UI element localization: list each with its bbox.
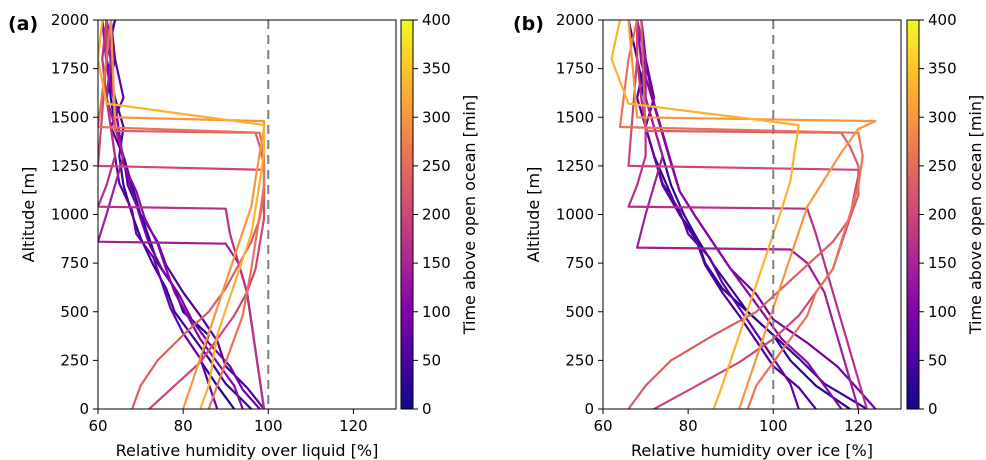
y-tick-label: 750	[60, 254, 89, 272]
y-axis-label-b: Altitude [m]	[524, 167, 543, 263]
profile-line	[640, 20, 800, 409]
profile-line	[618, 20, 864, 409]
x-axis-label-b: Relative humidity over ice [%]	[631, 441, 873, 460]
x-tick-label: 60	[593, 417, 612, 435]
profiles-a	[98, 20, 266, 409]
profile-line	[105, 20, 266, 409]
x-tick-label: 80	[174, 417, 193, 435]
y-tick-label: 0	[79, 400, 89, 418]
colorbar-tick-label: 200	[422, 206, 451, 224]
colorbar-tick-label: 350	[422, 60, 451, 78]
y-tick-label: 1500	[51, 108, 89, 126]
x-ticks-a: 60 80 100 120	[88, 409, 368, 435]
x-tick-label: 120	[339, 417, 368, 435]
colorbar-tick-label: 100	[928, 303, 957, 321]
profile-line	[627, 20, 869, 409]
x-tick-label: 80	[679, 417, 698, 435]
x-axis-label-a: Relative humidity over liquid [%]	[116, 441, 379, 460]
profile-line	[627, 20, 860, 409]
y-tick-label: 250	[60, 351, 89, 369]
colorbar-tick-label: 250	[422, 157, 451, 175]
panel-a: (a) 60 80 100 120 0250500750100012501500175…	[8, 11, 479, 460]
colorbar-tick-label: 300	[928, 108, 957, 126]
colorbar-label-b: Time above open ocean [min]	[966, 95, 985, 336]
profile-line	[627, 20, 869, 409]
colorbar-b	[907, 20, 919, 409]
y-tick-label: 1750	[51, 60, 89, 78]
y-tick-label: 1500	[556, 108, 594, 126]
profile-line	[109, 20, 266, 409]
y-tick-label: 500	[565, 303, 594, 321]
profile-line	[98, 20, 266, 409]
y-tick-label: 1000	[556, 206, 594, 224]
colorbar-a	[401, 20, 413, 409]
colorbar-tick-label: 100	[422, 303, 451, 321]
profile-line	[635, 20, 860, 409]
panel-b: (b) 60 80 100 120 0250500750100012501500175…	[513, 11, 985, 460]
y-tick-label: 500	[60, 303, 89, 321]
colorbar-tick-label: 50	[928, 351, 947, 369]
y-tick-label: 2000	[556, 11, 594, 29]
x-tick-label: 60	[88, 417, 107, 435]
plot-frame-b	[602, 19, 902, 410]
colorbar-label-a: Time above open ocean [min]	[460, 95, 479, 336]
profile-line	[635, 20, 818, 409]
profile-line	[98, 20, 266, 409]
y-tick-label: 1000	[51, 206, 89, 224]
colorbar-tick-label: 200	[928, 206, 957, 224]
y-ticks-b: 0 250 500 750 1000 1250 1500 1750 2000	[556, 11, 603, 418]
y-tick-label: 1250	[51, 157, 89, 175]
profile-line	[98, 20, 266, 409]
colorbar-ticks-b: 0 50 100 150 200 250 300 350 400	[919, 11, 957, 418]
profile-line	[635, 20, 843, 409]
colorbar-tick-label: 0	[422, 400, 432, 418]
profile-line	[101, 20, 244, 409]
profiles-b	[610, 20, 877, 409]
x-ticks-b: 60 80 100 120	[593, 409, 873, 435]
x-tick-label: 100	[254, 417, 283, 435]
panel-label-b: (b)	[513, 13, 544, 35]
panel-label-a: (a)	[8, 13, 38, 35]
profile-line	[627, 20, 860, 409]
profile-line	[109, 20, 266, 409]
profile-line	[109, 20, 219, 409]
y-tick-label: 0	[584, 400, 594, 418]
colorbar-tick-label: 400	[928, 11, 957, 29]
colorbar-tick-label: 400	[422, 11, 451, 29]
colorbar-tick-label: 250	[928, 157, 957, 175]
y-tick-label: 1250	[556, 157, 594, 175]
profile-line	[105, 20, 261, 409]
y-axis-label-a: Altitude [m]	[19, 167, 38, 263]
colorbar-tick-label: 300	[422, 108, 451, 126]
y-tick-label: 2000	[51, 11, 89, 29]
colorbar-ticks-a: 0 50 100 150 200 250 300 350 400	[413, 11, 451, 418]
profile-line	[98, 20, 266, 409]
x-tick-label: 100	[759, 417, 788, 435]
colorbar-tick-label: 50	[422, 351, 441, 369]
y-ticks-a: 0 250 500 750 1000 1250 1500 1750 2000	[51, 11, 98, 418]
y-tick-label: 1750	[556, 60, 594, 78]
colorbar-tick-label: 0	[928, 400, 938, 418]
colorbar-tick-label: 150	[928, 254, 957, 272]
profile-line	[98, 20, 266, 409]
x-tick-label: 120	[844, 417, 873, 435]
profile-line	[627, 20, 877, 409]
colorbar-tick-label: 350	[928, 60, 957, 78]
colorbar-tick-label: 150	[422, 254, 451, 272]
y-tick-label: 250	[565, 351, 594, 369]
y-tick-label: 750	[565, 254, 594, 272]
